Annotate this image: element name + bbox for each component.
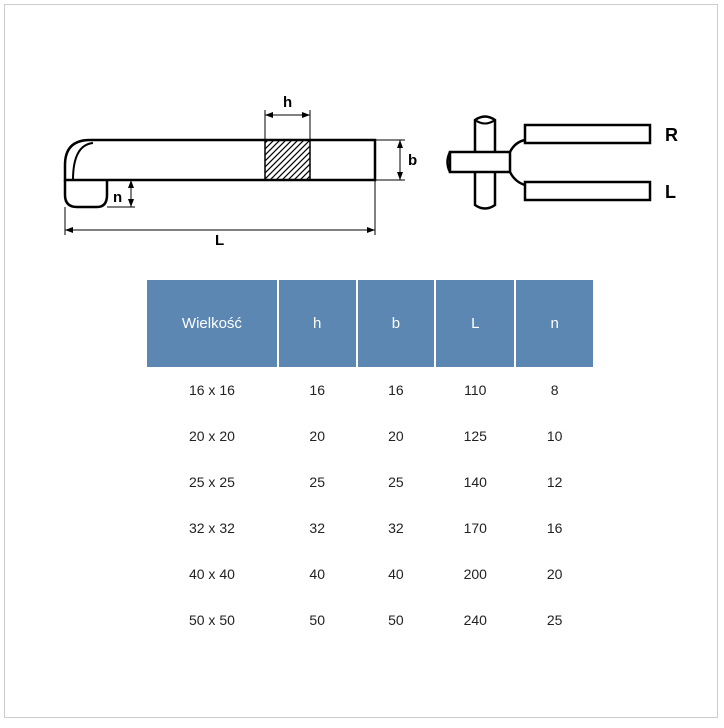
table-cell: 25 xyxy=(516,597,593,643)
page-frame: h b n L xyxy=(4,4,718,718)
h-label: h xyxy=(283,94,292,111)
tool-head-outline xyxy=(65,180,107,207)
table-cell: 110 xyxy=(436,367,514,413)
table-cell: 20 xyxy=(279,413,356,459)
table-cell: 240 xyxy=(436,597,514,643)
table-body: 16 x 161616110820 x 2020201251025 x 2525… xyxy=(147,367,593,643)
table-cell: 40 xyxy=(358,551,435,597)
table-row: 16 x 1616161108 xyxy=(147,367,593,413)
table-header-row: Wielkość h b L n xyxy=(147,280,593,367)
table-cell: 20 xyxy=(516,551,593,597)
table-cell: 200 xyxy=(436,551,514,597)
col-n: n xyxy=(516,280,593,367)
n-label: n xyxy=(113,189,122,206)
technical-diagram: h b n L xyxy=(35,85,687,255)
table-cell: 12 xyxy=(516,459,593,505)
table-cell: 8 xyxy=(516,367,593,413)
table-cell: 16 xyxy=(358,367,435,413)
R-label: R xyxy=(665,125,678,145)
dimensions-table: Wielkość h b L n 16 x 161616110820 x 202… xyxy=(145,280,595,643)
table-cell: 50 x 50 xyxy=(147,597,277,643)
table-cell: 10 xyxy=(516,413,593,459)
arrow-icon xyxy=(265,112,273,118)
head-inner-line xyxy=(73,143,93,180)
table-cell: 16 xyxy=(516,505,593,551)
table-cell: 125 xyxy=(436,413,514,459)
table: Wielkość h b L n 16 x 161616110820 x 202… xyxy=(145,280,595,643)
table-cell: 20 x 20 xyxy=(147,413,277,459)
table-cell: 16 xyxy=(279,367,356,413)
table-cell: 25 x 25 xyxy=(147,459,277,505)
arrow-icon xyxy=(367,227,375,233)
table-cell: 32 xyxy=(279,505,356,551)
top-view-diagram: R L xyxy=(448,117,679,209)
table-row: 20 x 20202012510 xyxy=(147,413,593,459)
col-h: h xyxy=(279,280,356,367)
table-row: 25 x 25252514012 xyxy=(147,459,593,505)
Lside-label: L xyxy=(665,182,676,202)
table-cell: 16 x 16 xyxy=(147,367,277,413)
table-cell: 32 xyxy=(358,505,435,551)
col-b: b xyxy=(358,280,435,367)
table-cell: 25 xyxy=(279,459,356,505)
table-cell: 50 xyxy=(358,597,435,643)
table-cell: 40 x 40 xyxy=(147,551,277,597)
table-cell: 170 xyxy=(436,505,514,551)
col-L: L xyxy=(436,280,514,367)
arrow-icon xyxy=(65,227,73,233)
table-cell: 140 xyxy=(436,459,514,505)
b-label: b xyxy=(408,152,417,169)
table-cell: 32 x 32 xyxy=(147,505,277,551)
table-cell: 40 xyxy=(279,551,356,597)
L-label: L xyxy=(215,232,224,249)
table-cell: 50 xyxy=(279,597,356,643)
diagram-svg: h b n L xyxy=(35,85,695,265)
col-wielkosc: Wielkość xyxy=(147,280,277,367)
table-row: 32 x 32323217016 xyxy=(147,505,593,551)
table-row: 40 x 40404020020 xyxy=(147,551,593,597)
arrow-icon xyxy=(128,199,134,207)
tool-shank-outline xyxy=(65,140,375,180)
arrow-icon xyxy=(397,172,403,180)
table-cell: 20 xyxy=(358,413,435,459)
table-row: 50 x 50505024025 xyxy=(147,597,593,643)
arrow-icon xyxy=(397,140,403,148)
table-cell: 25 xyxy=(358,459,435,505)
arrow-icon xyxy=(302,112,310,118)
hatched-section xyxy=(265,140,310,180)
